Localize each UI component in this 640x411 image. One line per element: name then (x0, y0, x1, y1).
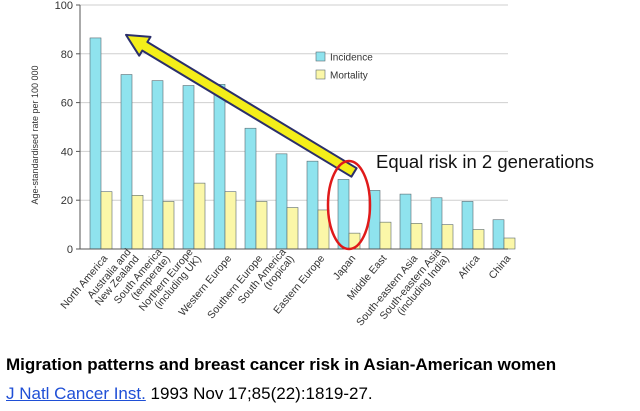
y-tick-label: 100 (55, 0, 73, 12)
caption-title: Migration patterns and breast cancer ris… (6, 355, 557, 374)
citation: J Natl Cancer Inst. 1993 Nov 17;85(22):1… (6, 384, 373, 404)
bars (89, 37, 516, 250)
bar-incidence-11 (430, 197, 443, 250)
japan-highlight-circle (326, 159, 372, 251)
bar-incidence-3 (182, 85, 195, 250)
legend-label-incidence: Incidence (330, 53, 373, 64)
legend-swatch-incidence (315, 51, 326, 62)
bar-incidence-4 (213, 84, 226, 250)
bar-mortality-13 (503, 237, 516, 250)
y-axis-label: Age-standardised rate per 100 000 (30, 65, 40, 204)
y-tick-label: 40 (61, 146, 73, 158)
bar-mortality-12 (472, 229, 485, 250)
bar-mortality-3 (193, 182, 206, 250)
x-tick-label: China (487, 253, 514, 282)
y-tick-label: 60 (61, 98, 73, 110)
bar-incidence-8 (337, 179, 350, 250)
bar-mortality-1 (131, 195, 144, 250)
x-tick-label-line: China (487, 253, 514, 282)
bar-mortality-10 (410, 223, 423, 250)
bar-mortality-4 (224, 191, 237, 250)
bar-incidence-10 (399, 193, 412, 250)
legend: Incidence Mortality (315, 51, 373, 82)
bar-incidence-6 (275, 153, 288, 250)
bar-mortality-0 (100, 191, 113, 250)
legend-label-mortality: Mortality (330, 71, 368, 82)
bar-incidence-12 (461, 201, 474, 250)
x-tick-label: Japan (331, 253, 359, 283)
x-tick-label-line: Africa (456, 253, 483, 281)
journal-link[interactable]: J Natl Cancer Inst. (6, 384, 146, 403)
bar-incidence-5 (244, 127, 257, 250)
axes: 0 20 40 60 80 100 (55, 0, 508, 256)
y-tick-label: 0 (67, 244, 73, 256)
y-tick-label: 80 (61, 49, 73, 61)
y-tick-label: 20 (61, 195, 73, 207)
bar-incidence-1 (120, 74, 133, 250)
bar-mortality-9 (379, 221, 392, 250)
bar-incidence-13 (492, 219, 505, 250)
annotation-text: Equal risk in 2 generations (376, 151, 594, 172)
bar-incidence-7 (306, 160, 319, 250)
citation-details: 1993 Nov 17;85(22):1819-27. (145, 384, 373, 403)
bar-mortality-5 (255, 201, 268, 250)
bar-incidence-0 (89, 37, 102, 250)
annotation: Equal risk in 2 generations (125, 33, 594, 251)
x-tick-label-line: Japan (331, 253, 359, 283)
bar-incidence-2 (151, 80, 164, 250)
legend-swatch-mortality (315, 69, 326, 80)
bar-mortality-6 (286, 207, 299, 250)
bar-mortality-11 (441, 224, 454, 250)
trend-arrow (125, 33, 358, 178)
x-tick-label: Africa (456, 253, 483, 281)
bar-mortality-2 (162, 201, 175, 250)
